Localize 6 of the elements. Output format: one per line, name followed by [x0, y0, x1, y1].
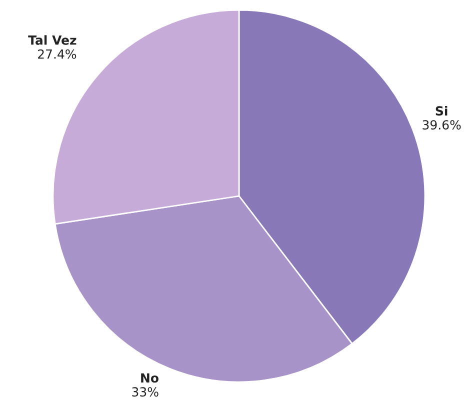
data-label: 33%	[132, 387, 158, 397]
slice-label: Tal Vez	[28, 35, 76, 45]
slice-label: No	[141, 373, 158, 383]
data-label: 27.4%	[38, 49, 76, 59]
slice-label: Si	[436, 106, 448, 116]
data-label: 39.6%	[422, 120, 461, 130]
